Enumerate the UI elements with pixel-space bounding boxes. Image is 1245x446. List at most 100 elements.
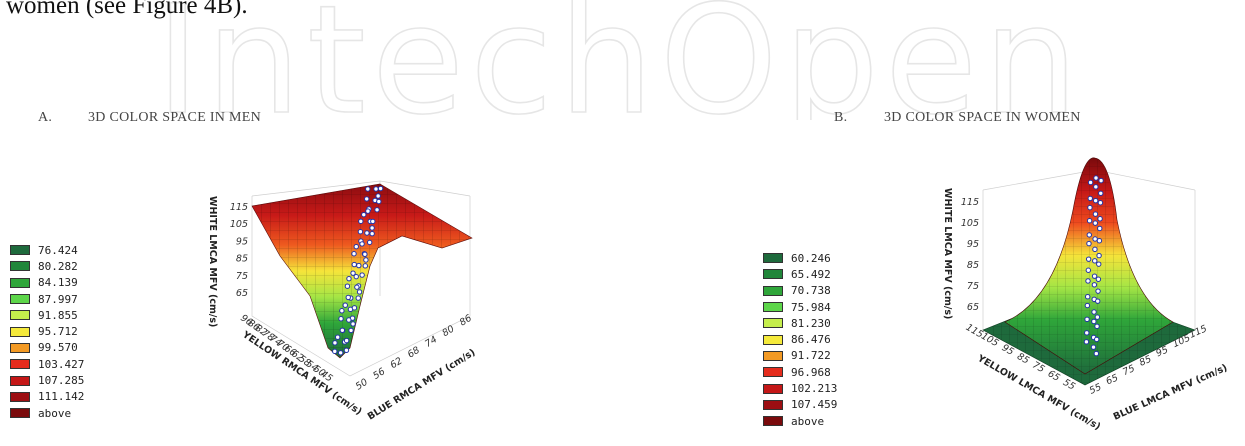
data-point <box>370 218 376 225</box>
legend-item: 102.213 <box>763 380 837 396</box>
legend-label: 111.142 <box>38 390 85 404</box>
figure-a-legend: 76.424 80.282 84.139 87.997 91.855 95.712 99.5… <box>10 242 84 421</box>
legend-swatch <box>10 408 30 419</box>
data-point <box>1098 190 1104 197</box>
data-point <box>357 229 364 235</box>
data-point <box>374 207 380 213</box>
legend-swatch <box>10 261 30 272</box>
data-point <box>358 218 364 225</box>
legend-swatch <box>10 326 30 337</box>
legend-swatch <box>10 277 30 288</box>
body-text: women (see Figure 4B). <box>6 0 248 19</box>
legend-item: above <box>763 413 837 429</box>
data-point <box>1087 195 1093 202</box>
legend-item: 80.282 <box>10 258 84 274</box>
data-point <box>1092 211 1099 217</box>
data-point <box>348 327 354 334</box>
legend-label: 102.213 <box>791 382 838 396</box>
legend-item: 95.712 <box>10 323 84 339</box>
data-point <box>1092 197 1099 204</box>
data-point <box>1087 204 1093 211</box>
figure-b-legend: 60.246 65.492 70.738 75.984 81.230 86.476 91.7… <box>763 250 837 429</box>
data-point <box>1085 267 1092 273</box>
z-tick-label: 75 <box>967 281 979 292</box>
data-point <box>1092 236 1098 242</box>
data-point <box>369 230 375 237</box>
legend-swatch <box>763 399 783 410</box>
data-point <box>1098 177 1104 184</box>
data-point <box>1095 288 1101 294</box>
data-point <box>1087 179 1094 186</box>
x-tick-label: 86 <box>458 313 474 329</box>
legend-item: 86.476 <box>763 331 837 347</box>
legend-swatch <box>763 416 783 427</box>
legend-swatch <box>763 350 783 361</box>
legend-label: 81.230 <box>791 316 831 330</box>
y-tick-label: 75 <box>1030 360 1046 376</box>
data-point <box>369 225 375 231</box>
data-point <box>1090 344 1097 350</box>
x-tick-label: 68 <box>406 345 422 361</box>
figure-a-z-ticks: 115 105 95 85 75 65 <box>230 202 248 299</box>
legend-swatch <box>10 245 30 256</box>
figure-a-letter: A. <box>38 110 53 125</box>
x-tick-label: 80 <box>440 323 456 339</box>
z-tick-label: 85 <box>967 260 979 271</box>
data-point <box>344 283 351 289</box>
data-point <box>332 340 338 346</box>
data-point <box>1092 246 1098 253</box>
data-point <box>375 193 381 199</box>
data-point <box>1084 302 1091 309</box>
legend-swatch <box>763 253 783 264</box>
z-tick-label: 65 <box>236 288 248 299</box>
figure-a-title: 3D COLOR SPACE IN MEN <box>88 110 262 125</box>
legend-item: 70.738 <box>763 283 837 299</box>
legend-swatch <box>763 302 783 313</box>
data-point <box>1096 261 1102 267</box>
legend-item: 60.246 <box>763 250 837 266</box>
legend-item: 75.984 <box>763 299 837 315</box>
legend-swatch <box>763 269 783 280</box>
legend-item: 96.968 <box>763 364 837 380</box>
data-point <box>1086 217 1093 224</box>
data-point <box>342 302 348 308</box>
data-point <box>351 261 357 268</box>
legend-swatch <box>10 310 30 321</box>
figure-b-caption: B. 3D COLOR SPACE IN WOMEN <box>834 110 1081 126</box>
legend-label: 95.712 <box>38 325 78 339</box>
figure-b-points <box>1083 175 1104 357</box>
data-point <box>350 270 356 276</box>
data-point <box>1093 336 1100 343</box>
data-point <box>1091 282 1098 288</box>
figure-a-x-label: BLUE RMCA MFV (cm/s) <box>366 347 478 422</box>
legend-label: 91.855 <box>38 308 78 322</box>
legend-item: above <box>10 405 84 421</box>
data-point <box>356 289 363 295</box>
data-point <box>366 239 373 246</box>
z-tick-label: 115 <box>961 197 979 208</box>
data-point <box>1085 256 1092 262</box>
data-point <box>353 273 359 280</box>
legend-swatch <box>10 391 30 402</box>
watermark: IntechOpen <box>155 0 1079 120</box>
data-point <box>334 334 341 340</box>
data-point <box>353 243 359 250</box>
data-point <box>339 327 346 333</box>
z-tick-label: 95 <box>236 236 248 247</box>
data-point <box>1096 238 1103 244</box>
legend-item: 107.459 <box>763 397 837 413</box>
legend-label: above <box>791 414 825 428</box>
data-point <box>1091 318 1097 325</box>
legend-item: 103.427 <box>10 356 84 372</box>
data-point <box>361 211 367 218</box>
data-point <box>351 305 358 311</box>
legend-swatch <box>10 342 30 353</box>
figure-b-z-ticks: 115 105 95 85 75 65 <box>961 197 979 313</box>
legend-item: 111.142 <box>10 389 84 405</box>
legend-label: 84.139 <box>38 276 78 290</box>
data-point <box>345 294 351 301</box>
data-point <box>354 284 360 290</box>
data-point <box>355 295 361 301</box>
